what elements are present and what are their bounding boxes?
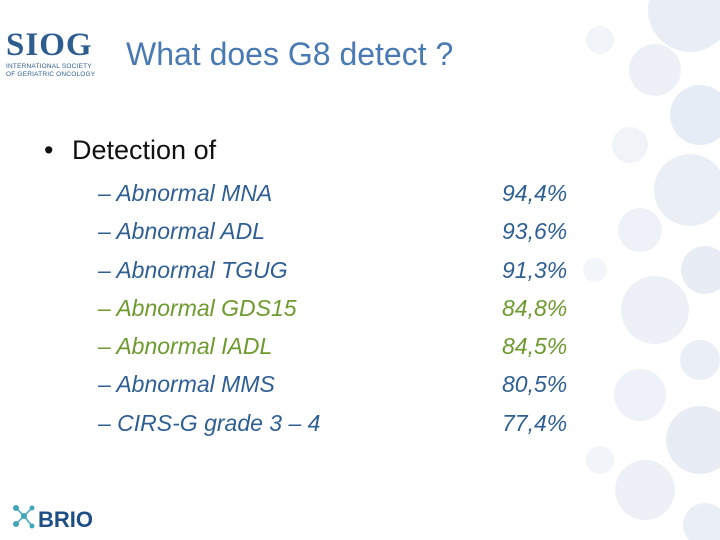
item-value: 93,6%	[502, 218, 568, 245]
bullet-symbol: •	[44, 135, 54, 165]
bubble	[670, 85, 720, 145]
bubble	[629, 44, 681, 96]
bubble	[614, 369, 666, 421]
item-label: – Abnormal TGUG	[98, 256, 288, 283]
item-value: 94,4%	[502, 180, 568, 206]
siog-logo: SIOG INTERNATIONAL SOCIETY OF GERIATRIC …	[4, 28, 106, 80]
item-label: – Abnormal MMS	[98, 371, 275, 398]
bubble	[681, 246, 720, 294]
bubble	[666, 406, 720, 474]
bubble	[683, 503, 720, 540]
item-label: – Abnormal GDS15	[98, 294, 297, 321]
item-label: – CIRS-G grade 3 – 4	[98, 409, 321, 436]
bubble	[654, 154, 720, 226]
slide-title: What does G8 detect ?	[126, 36, 454, 72]
bullet-text: Detection of	[72, 135, 217, 165]
item-label: – Abnormal ADL	[98, 218, 266, 245]
item-value: 91,3%	[502, 256, 568, 283]
bubble	[621, 276, 689, 344]
brio-logo-word: BRIO	[38, 507, 93, 532]
item-label: – Abnormal IADL	[98, 333, 273, 360]
item-value: 80,5%	[502, 371, 568, 398]
bubble	[615, 460, 675, 520]
bubble	[612, 127, 648, 163]
bubble	[648, 0, 720, 52]
bubble	[586, 26, 614, 54]
siog-logo-line2: OF GERIATRIC ONCOLOGY	[6, 71, 96, 78]
bubble	[680, 340, 720, 380]
siog-logo-line1: INTERNATIONAL SOCIETY	[6, 63, 92, 70]
bubble	[618, 208, 662, 252]
siog-logo-word: SIOG	[6, 27, 93, 63]
item-values: 94,4% 93,6% 91,3% 84,8% 84,5% 80,5% 77,4…	[502, 174, 567, 442]
brio-logo: BRIO	[13, 505, 93, 532]
item-value: 84,5%	[502, 333, 568, 360]
item-labels: – Abnormal MNA – Abnormal ADL – Abnormal…	[98, 174, 320, 442]
item-value: 77,4%	[502, 409, 568, 436]
bubble	[586, 446, 614, 474]
item-value: 84,8%	[502, 294, 568, 321]
item-label: – Abnormal MNA	[98, 180, 273, 206]
bubble	[583, 258, 607, 282]
bullet-detection: • Detection of	[44, 133, 216, 167]
